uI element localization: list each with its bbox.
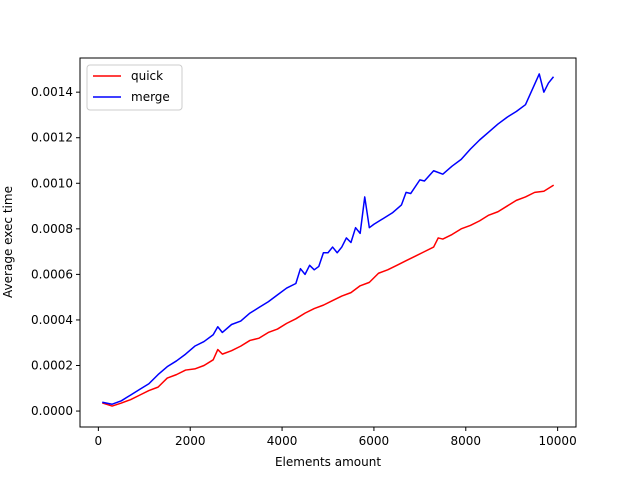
series-line-merge <box>102 73 555 405</box>
y-tick-label: 0.0014 <box>31 85 73 99</box>
y-axis-label: Average exec time <box>1 186 15 298</box>
plot-frame <box>79 57 577 428</box>
x-axis-label: Elements amount <box>275 455 381 469</box>
legend: quick merge <box>86 64 183 111</box>
y-tick-label: 0.0006 <box>31 267 73 281</box>
x-tick-label: 2000 <box>175 434 206 448</box>
y-tick-label: 0.0002 <box>31 359 73 373</box>
legend-label-quick: quick <box>131 69 163 83</box>
y-tick-label: 0.0000 <box>31 404 73 418</box>
series-line-quick <box>102 184 555 407</box>
y-tick-label: 0.0010 <box>31 176 73 190</box>
x-axis: 0 2000 4000 6000 8000 10000 <box>95 427 577 448</box>
plot-lines <box>102 73 555 407</box>
y-tick-label: 0.0008 <box>31 222 73 236</box>
x-tick-label: 0 <box>95 434 103 448</box>
x-tick-label: 4000 <box>267 434 298 448</box>
y-axis: 0.0000 0.0002 0.0004 0.0006 0.0008 0.0010 0.00… <box>31 85 80 418</box>
y-tick-label: 0.0012 <box>31 131 73 145</box>
x-tick-label: 6000 <box>359 434 390 448</box>
legend-label-merge: merge <box>131 90 170 104</box>
x-tick-label: 8000 <box>451 434 482 448</box>
y-tick-label: 0.0004 <box>31 313 73 327</box>
x-tick-label: 10000 <box>539 434 577 448</box>
